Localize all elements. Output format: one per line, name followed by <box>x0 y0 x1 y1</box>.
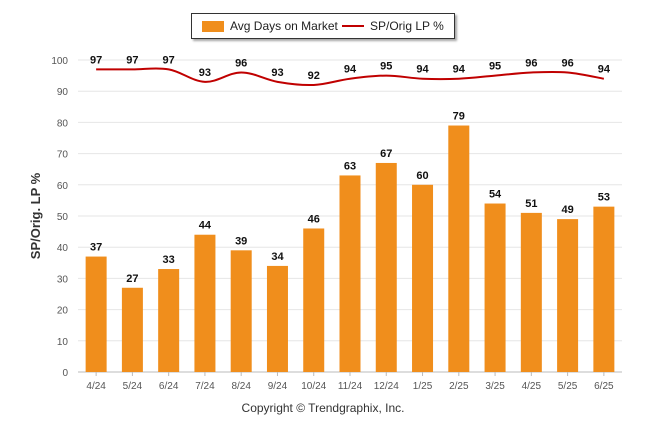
legend-bar-label: Avg Days on Market <box>230 19 338 33</box>
x-tick-label: 11/24 <box>338 381 363 392</box>
x-tick-label: 5/25 <box>558 381 578 392</box>
legend-line-label: SP/Orig LP % <box>370 19 444 33</box>
x-tick-label: 2/25 <box>449 381 469 392</box>
legend-item-line[interactable]: SP/Orig LP % <box>342 19 444 33</box>
bar-data-label: 37 <box>90 242 102 254</box>
bar-data-label: 60 <box>416 170 428 182</box>
line-path <box>96 67 605 87</box>
x-tick-label: 12/24 <box>374 381 399 392</box>
x-tick-label: 6/25 <box>594 381 614 392</box>
bar <box>303 228 325 372</box>
line-data-label: 92 <box>308 70 320 82</box>
y-tick-label: 50 <box>57 212 69 223</box>
line-data-label: 94 <box>416 64 429 76</box>
line-data-label: 93 <box>199 67 211 79</box>
bar <box>121 287 143 372</box>
y-axis-ticks: 0 10 20 30 40 50 60 70 80 90 100 <box>51 56 68 379</box>
bar-data-label: 51 <box>525 198 537 210</box>
line-data-label: 97 <box>90 54 102 66</box>
bar <box>448 125 470 373</box>
bar-data-label: 33 <box>163 254 175 266</box>
x-tick-label: 5/24 <box>123 381 143 392</box>
bar-data-label: 63 <box>344 160 356 172</box>
line-data-label: 97 <box>126 54 138 66</box>
x-tick-label: 4/25 <box>522 381 542 392</box>
bar-data-label: 34 <box>271 251 284 263</box>
y-tick-label: 40 <box>57 243 69 254</box>
y-tick-label: 90 <box>57 87 69 98</box>
bar-data-label: 53 <box>598 192 610 204</box>
x-tick-label: 3/25 <box>485 381 505 392</box>
x-tick-label: 1/25 <box>413 381 433 392</box>
legend-line-swatch <box>342 25 364 27</box>
bar <box>557 219 579 372</box>
x-tick-label: 9/24 <box>268 381 288 392</box>
bar-data-label: 27 <box>126 273 138 285</box>
line-data-label: 95 <box>380 61 392 73</box>
bar-data-label: 44 <box>199 220 212 232</box>
line-data-label: 97 <box>163 54 175 66</box>
x-tick-label: 6/24 <box>159 381 179 392</box>
bar <box>194 234 216 372</box>
y-axis-label: SP/Orig. LP % <box>28 172 43 259</box>
x-tick-label: 8/24 <box>231 381 251 392</box>
legend-item-bar[interactable]: Avg Days on Market <box>202 19 338 33</box>
bar <box>266 265 288 372</box>
bar <box>593 206 615 372</box>
bar <box>230 250 252 372</box>
y-tick-label: 80 <box>57 118 69 129</box>
line-data-label: 94 <box>344 64 357 76</box>
bar-data-label: 49 <box>561 204 573 216</box>
y-tick-label: 10 <box>57 337 69 348</box>
y-tick-label: 30 <box>57 274 69 285</box>
bar <box>520 212 542 372</box>
y-tick-label: 60 <box>57 181 69 192</box>
bar-data-label: 54 <box>489 189 502 201</box>
bar-data-label: 46 <box>308 213 320 225</box>
bar <box>158 269 180 372</box>
bar <box>375 162 397 372</box>
bar-data-label: 67 <box>380 148 392 160</box>
bar-data-label: 79 <box>453 111 465 123</box>
line-data-label: 96 <box>561 57 573 69</box>
line-labels: 97 97 97 93 96 93 92 94 95 94 94 95 96 96 94 <box>90 54 611 82</box>
y-tick-label: 0 <box>62 368 68 379</box>
y-tick-label: 70 <box>57 150 69 161</box>
bar <box>339 175 361 372</box>
x-tick-label: 7/24 <box>195 381 215 392</box>
line-data-label: 94 <box>453 64 466 76</box>
bar <box>85 256 107 372</box>
bar <box>484 203 506 372</box>
line-data-label: 96 <box>525 57 537 69</box>
y-tick-label: 100 <box>51 56 68 67</box>
legend-bar-swatch <box>202 20 224 32</box>
bar <box>412 184 434 372</box>
legend: Avg Days on Market SP/Orig LP % <box>191 13 455 39</box>
bars <box>85 125 615 373</box>
y-tick-label: 20 <box>57 306 69 317</box>
x-tick-label: 4/24 <box>86 381 106 392</box>
bar-data-label: 39 <box>235 235 247 247</box>
line-data-label: 94 <box>598 64 611 76</box>
line-data-label: 96 <box>235 57 247 69</box>
x-axis-ticks: 4/24 5/24 6/24 7/24 8/24 9/24 10/24 11/24 12/24 1… <box>86 372 614 392</box>
x-tick-label: 10/24 <box>301 381 326 392</box>
line-data-label: 95 <box>489 61 501 73</box>
line-data-label: 93 <box>271 67 283 79</box>
line-series <box>96 67 605 87</box>
bar-labels: 37 27 33 44 39 34 46 63 67 60 79 54 51 49 53 <box>90 111 610 285</box>
copyright-text: Copyright © Trendgraphix, Inc. <box>241 401 405 415</box>
